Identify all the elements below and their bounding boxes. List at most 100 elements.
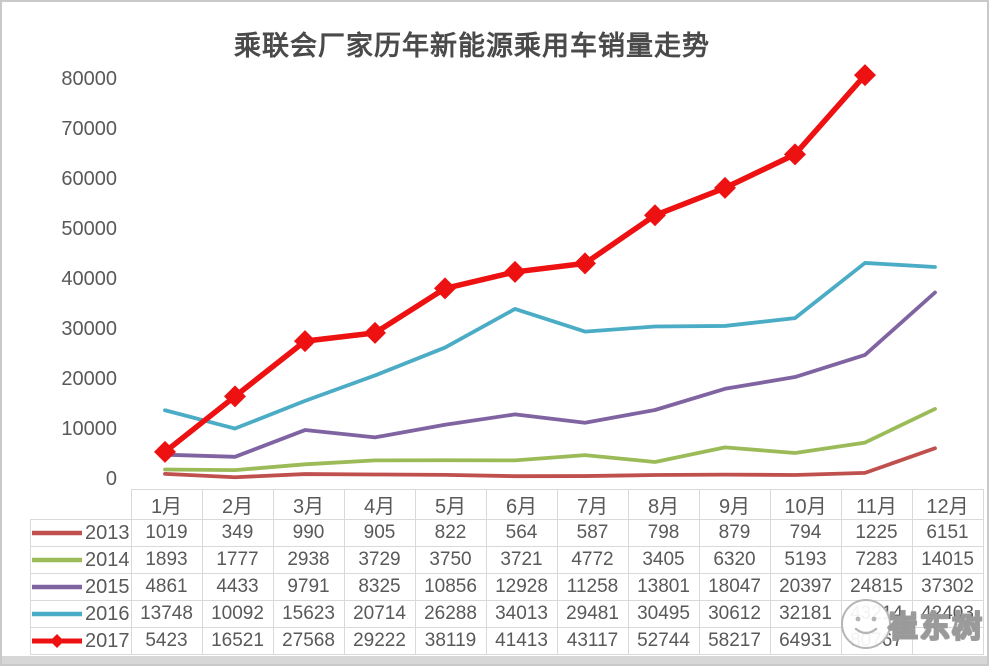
- column-header-month: 4月: [343, 489, 416, 520]
- table-cell: 13748: [130, 600, 203, 628]
- series-swatch-2014: [32, 557, 82, 563]
- series-swatch-2016: [32, 611, 82, 617]
- column-header-month: 6月: [485, 489, 558, 520]
- data-point-marker: [714, 176, 736, 199]
- table-cell: 8325: [343, 573, 416, 601]
- table-cell: 52744: [627, 627, 700, 655]
- legend-column-header: [31, 490, 132, 520]
- table-cell: 29481: [556, 600, 629, 628]
- column-header-month: 12月: [911, 489, 984, 520]
- table-cell: 4861: [130, 573, 203, 601]
- table-cell: 4433: [201, 573, 274, 601]
- column-header-month: 5月: [414, 489, 487, 520]
- table-cell: 24815: [840, 573, 913, 601]
- table-cell: [911, 627, 984, 655]
- table-cell: 10092: [201, 600, 274, 628]
- column-header-month: 10月: [769, 489, 842, 520]
- data-point-marker: [574, 252, 596, 275]
- series-line-2015: [163, 290, 937, 459]
- table-cell: 80767: [840, 627, 913, 655]
- table-cell: 34013: [485, 600, 558, 628]
- y-axis-tick-label: 10000: [61, 418, 117, 440]
- column-header-month: 11月: [840, 489, 913, 520]
- table-cell: 564: [485, 519, 558, 547]
- table-cell: 9791: [272, 573, 345, 601]
- table-header-row: 1月 2月 3月 4月 5月 6月 7月 8月 9月 10月 11月 12月: [31, 489, 984, 520]
- y-axis-tick-label: 70000: [61, 118, 117, 140]
- table-row-2015: 2015 4861 4433 9791 8325 10856 12928 11258 13801…: [30, 573, 984, 601]
- table-row-2013: 2013 1019 349 990 905 822 564 587 798 879 794 1225 6…: [30, 519, 984, 547]
- table-cell: 13801: [627, 573, 700, 601]
- table-row-2016: 2016 13748 10092 15623 20714 26288 34013 29481 3…: [30, 600, 984, 628]
- table-row-2014: 2014 1893 1777 2938 3729 3750 3721 4772 3405 6320…: [30, 546, 984, 574]
- table-cell: 27568: [272, 627, 345, 655]
- y-axis-tick-label: 0: [105, 468, 117, 490]
- table-cell: 30495: [627, 600, 700, 628]
- series-line-2013: [163, 446, 937, 480]
- column-header-month: 3月: [272, 489, 345, 520]
- series-year-label: 2014: [85, 548, 130, 571]
- table-cell: 15623: [272, 600, 345, 628]
- data-point-marker: [854, 64, 876, 87]
- table-cell: 43214: [840, 600, 913, 628]
- table-cell: 3721: [485, 546, 558, 574]
- table-cell: 1019: [130, 519, 203, 547]
- table-cell: 20714: [343, 600, 416, 628]
- table-cell: 794: [769, 519, 842, 547]
- table-cell: 7283: [840, 546, 913, 574]
- series-swatch-2017: [32, 634, 82, 648]
- table-cell: 798: [627, 519, 700, 547]
- table-cell: 42403: [911, 600, 984, 628]
- table-cell: 905: [343, 519, 416, 547]
- column-header-month: 2月: [201, 489, 274, 520]
- data-point-marker: [224, 385, 246, 408]
- line-plot: [154, 64, 937, 480]
- series-swatch-2013: [32, 530, 82, 536]
- series-line-2014: [163, 407, 937, 473]
- y-axis-tick-label: 50000: [61, 218, 117, 240]
- legend-cell-2013: 2013: [30, 519, 132, 547]
- data-point-marker: [784, 143, 806, 166]
- data-point-marker: [294, 330, 316, 353]
- data-point-marker: [364, 321, 386, 344]
- data-point-marker: [504, 260, 526, 283]
- column-header-month: 8月: [627, 489, 700, 520]
- table-cell: 41413: [485, 627, 558, 655]
- table-cell: 2938: [272, 546, 345, 574]
- series-year-label: 2017: [85, 629, 130, 652]
- table-cell: 587: [556, 519, 629, 547]
- table-cell: 64931: [769, 627, 842, 655]
- table-cell: 29222: [343, 627, 416, 655]
- table-cell: 10856: [414, 573, 487, 601]
- column-header-month: 1月: [130, 489, 203, 520]
- table-cell: 879: [698, 519, 771, 547]
- table-cell: 38119: [414, 627, 487, 655]
- series-swatch-2015: [32, 584, 82, 590]
- table-cell: 4772: [556, 546, 629, 574]
- data-table: 1月 2月 3月 4月 5月 6月 7月 8月 9月 10月 11月 12月 2013 1019 349 99…: [30, 489, 984, 655]
- series-line-2016: [163, 261, 937, 431]
- y-axis-tick-label: 80000: [61, 68, 117, 90]
- column-header-month: 9月: [698, 489, 771, 520]
- table-cell: 14015: [911, 546, 984, 574]
- data-point-marker: [154, 440, 176, 463]
- table-cell: 12928: [485, 573, 558, 601]
- chart-title: 乘联会厂家历年新能源乘用车销量走势: [234, 31, 710, 61]
- legend-cell-2017: 2017: [30, 627, 132, 655]
- table-cell: 349: [201, 519, 274, 547]
- table-row-2017: 2017 5423 16521 27568 29222 38119 41413 43117 52…: [30, 627, 984, 655]
- y-axis-tick-label: 40000: [61, 268, 117, 290]
- table-cell: 30612: [698, 600, 771, 628]
- bottom-border: [2, 656, 987, 664]
- table-cell: 37302: [911, 573, 984, 601]
- column-header-month: 7月: [556, 489, 629, 520]
- y-axis-tick-label: 60000: [61, 168, 117, 190]
- table-cell: 822: [414, 519, 487, 547]
- table-cell: 18047: [698, 573, 771, 601]
- table-cell: 1777: [201, 546, 274, 574]
- series-year-label: 2016: [85, 602, 130, 625]
- table-cell: 5423: [130, 627, 203, 655]
- data-point-marker: [644, 204, 666, 227]
- table-cell: 5193: [769, 546, 842, 574]
